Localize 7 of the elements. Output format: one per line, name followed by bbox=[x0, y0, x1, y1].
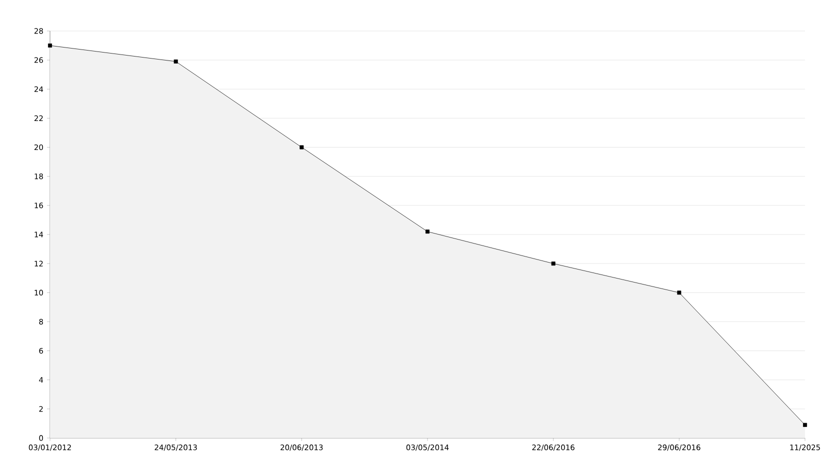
point bbox=[48, 44, 52, 48]
point bbox=[677, 290, 682, 295]
point bbox=[426, 230, 430, 234]
point bbox=[803, 422, 808, 427]
point bbox=[551, 262, 556, 266]
point bbox=[300, 145, 304, 150]
point bbox=[174, 60, 178, 64]
